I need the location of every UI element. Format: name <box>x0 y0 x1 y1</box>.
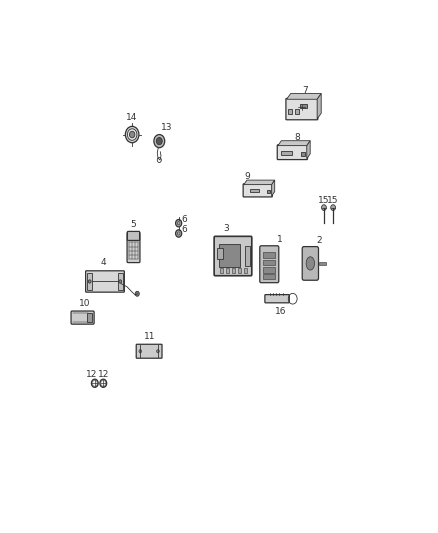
Text: 6: 6 <box>181 225 187 235</box>
Bar <box>263 252 275 258</box>
Bar <box>87 313 92 322</box>
FancyBboxPatch shape <box>86 271 124 292</box>
Circle shape <box>93 381 96 385</box>
Polygon shape <box>317 93 321 119</box>
FancyBboxPatch shape <box>243 184 272 197</box>
Text: 4: 4 <box>100 258 106 267</box>
Bar <box>263 260 275 265</box>
Circle shape <box>139 350 141 353</box>
Text: 2: 2 <box>316 236 322 245</box>
Circle shape <box>127 129 137 140</box>
Text: 16: 16 <box>275 306 286 316</box>
Circle shape <box>321 205 326 211</box>
Bar <box>300 104 307 108</box>
Circle shape <box>135 292 139 296</box>
Circle shape <box>102 381 105 385</box>
Bar <box>288 109 292 114</box>
Text: 6: 6 <box>181 215 187 224</box>
Bar <box>232 268 235 273</box>
Bar <box>226 268 229 273</box>
Circle shape <box>156 138 162 145</box>
Circle shape <box>100 379 107 387</box>
Text: 9: 9 <box>245 172 251 181</box>
Bar <box>217 248 223 259</box>
Circle shape <box>88 280 91 283</box>
Bar <box>295 109 299 114</box>
Text: 12: 12 <box>86 370 97 379</box>
Circle shape <box>130 131 135 138</box>
Text: 10: 10 <box>78 298 90 308</box>
FancyBboxPatch shape <box>302 247 318 280</box>
Text: 13: 13 <box>161 123 173 132</box>
Bar <box>300 152 305 156</box>
Circle shape <box>119 280 122 283</box>
Text: 3: 3 <box>223 224 229 233</box>
FancyBboxPatch shape <box>136 344 162 358</box>
Circle shape <box>176 220 182 227</box>
Bar <box>263 267 275 273</box>
FancyBboxPatch shape <box>260 246 279 282</box>
FancyBboxPatch shape <box>214 236 252 276</box>
FancyBboxPatch shape <box>286 99 318 120</box>
Bar <box>263 274 275 279</box>
Text: 1: 1 <box>276 235 283 244</box>
Text: 5: 5 <box>130 220 136 229</box>
Bar <box>220 268 223 273</box>
Circle shape <box>331 205 336 211</box>
Text: 11: 11 <box>144 332 155 341</box>
Circle shape <box>154 134 165 148</box>
FancyBboxPatch shape <box>265 295 290 303</box>
Text: 15: 15 <box>327 196 339 205</box>
Bar <box>118 273 123 290</box>
Bar <box>267 190 270 193</box>
Bar <box>238 268 241 273</box>
Bar <box>245 246 250 266</box>
Text: 12: 12 <box>98 370 109 379</box>
Bar <box>281 151 292 155</box>
Polygon shape <box>286 93 321 99</box>
Text: 14: 14 <box>126 113 137 122</box>
Ellipse shape <box>306 257 314 270</box>
Text: 8: 8 <box>295 133 300 142</box>
Bar <box>87 273 92 290</box>
Bar <box>244 268 247 273</box>
Polygon shape <box>278 141 310 146</box>
Circle shape <box>92 379 98 387</box>
Polygon shape <box>307 141 310 159</box>
Circle shape <box>125 126 139 143</box>
Polygon shape <box>244 180 275 184</box>
Text: 7: 7 <box>302 86 308 95</box>
Polygon shape <box>272 180 275 196</box>
Bar <box>219 244 240 266</box>
Bar <box>318 262 326 265</box>
Text: 15: 15 <box>318 196 330 205</box>
Bar <box>250 189 259 192</box>
FancyBboxPatch shape <box>127 231 140 240</box>
FancyBboxPatch shape <box>127 232 140 263</box>
FancyBboxPatch shape <box>71 311 94 324</box>
Circle shape <box>176 230 182 237</box>
FancyBboxPatch shape <box>277 145 307 159</box>
Circle shape <box>156 350 159 353</box>
